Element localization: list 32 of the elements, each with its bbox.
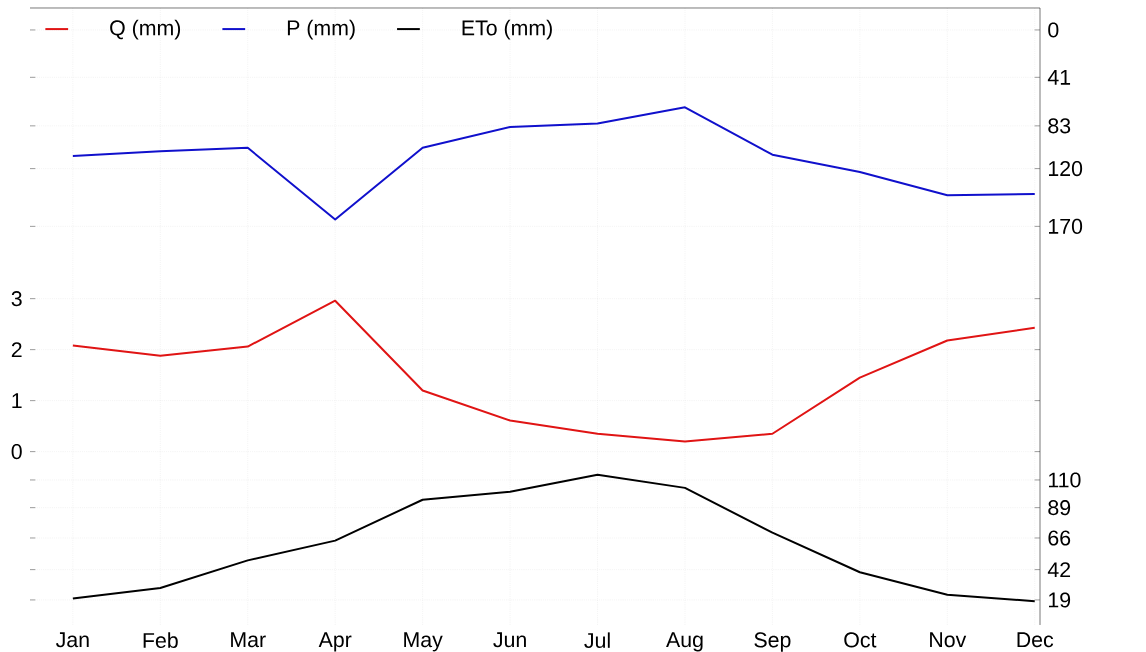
y-tick-label: 2 bbox=[11, 342, 22, 358]
line-series bbox=[71, 299, 1036, 443]
y3-tick-label: 19 bbox=[1049, 592, 1071, 608]
x-tick-label: Mar bbox=[231, 632, 266, 648]
y3-tick-label: 110 bbox=[1049, 472, 1081, 488]
y2-tick-label: 41 bbox=[1047, 69, 1071, 85]
x-tick-label: Aug bbox=[666, 632, 703, 652]
x-tick-label: May bbox=[404, 632, 443, 652]
x-tick-label: Jul bbox=[584, 632, 610, 649]
y-tick-label: 3 bbox=[11, 291, 22, 307]
x-tick-label: Feb bbox=[143, 632, 178, 649]
y-tick-label: 1 bbox=[12, 393, 22, 408]
y-tick-label: 0 bbox=[11, 444, 22, 460]
x-tick-label: Oct bbox=[844, 632, 877, 648]
y3-tick-label: 66 bbox=[1048, 530, 1071, 546]
legend-label: P (mm) bbox=[287, 19, 355, 40]
x-tick-label: Sep bbox=[754, 632, 791, 652]
legend-label: Q (mm) bbox=[110, 19, 181, 40]
y2-tick-label: 83 bbox=[1048, 118, 1071, 134]
x-tick-label: Jan bbox=[55, 632, 89, 648]
y3-tick-label: 42 bbox=[1047, 562, 1071, 578]
y3-tick-label: 89 bbox=[1048, 500, 1071, 516]
x-tick-label: Apr bbox=[318, 632, 352, 652]
line-series bbox=[71, 473, 1036, 603]
y2-tick-label: 170 bbox=[1049, 218, 1083, 234]
x-tick-label: Dec bbox=[1017, 632, 1054, 648]
y2-tick-label: 0 bbox=[1048, 22, 1059, 38]
line-series bbox=[71, 106, 1036, 221]
legend-label: ETo (mm) bbox=[462, 19, 552, 40]
y2-tick-label: 120 bbox=[1049, 161, 1083, 177]
x-tick-label: Jun bbox=[493, 632, 526, 648]
x-tick-label: Nov bbox=[930, 632, 967, 648]
